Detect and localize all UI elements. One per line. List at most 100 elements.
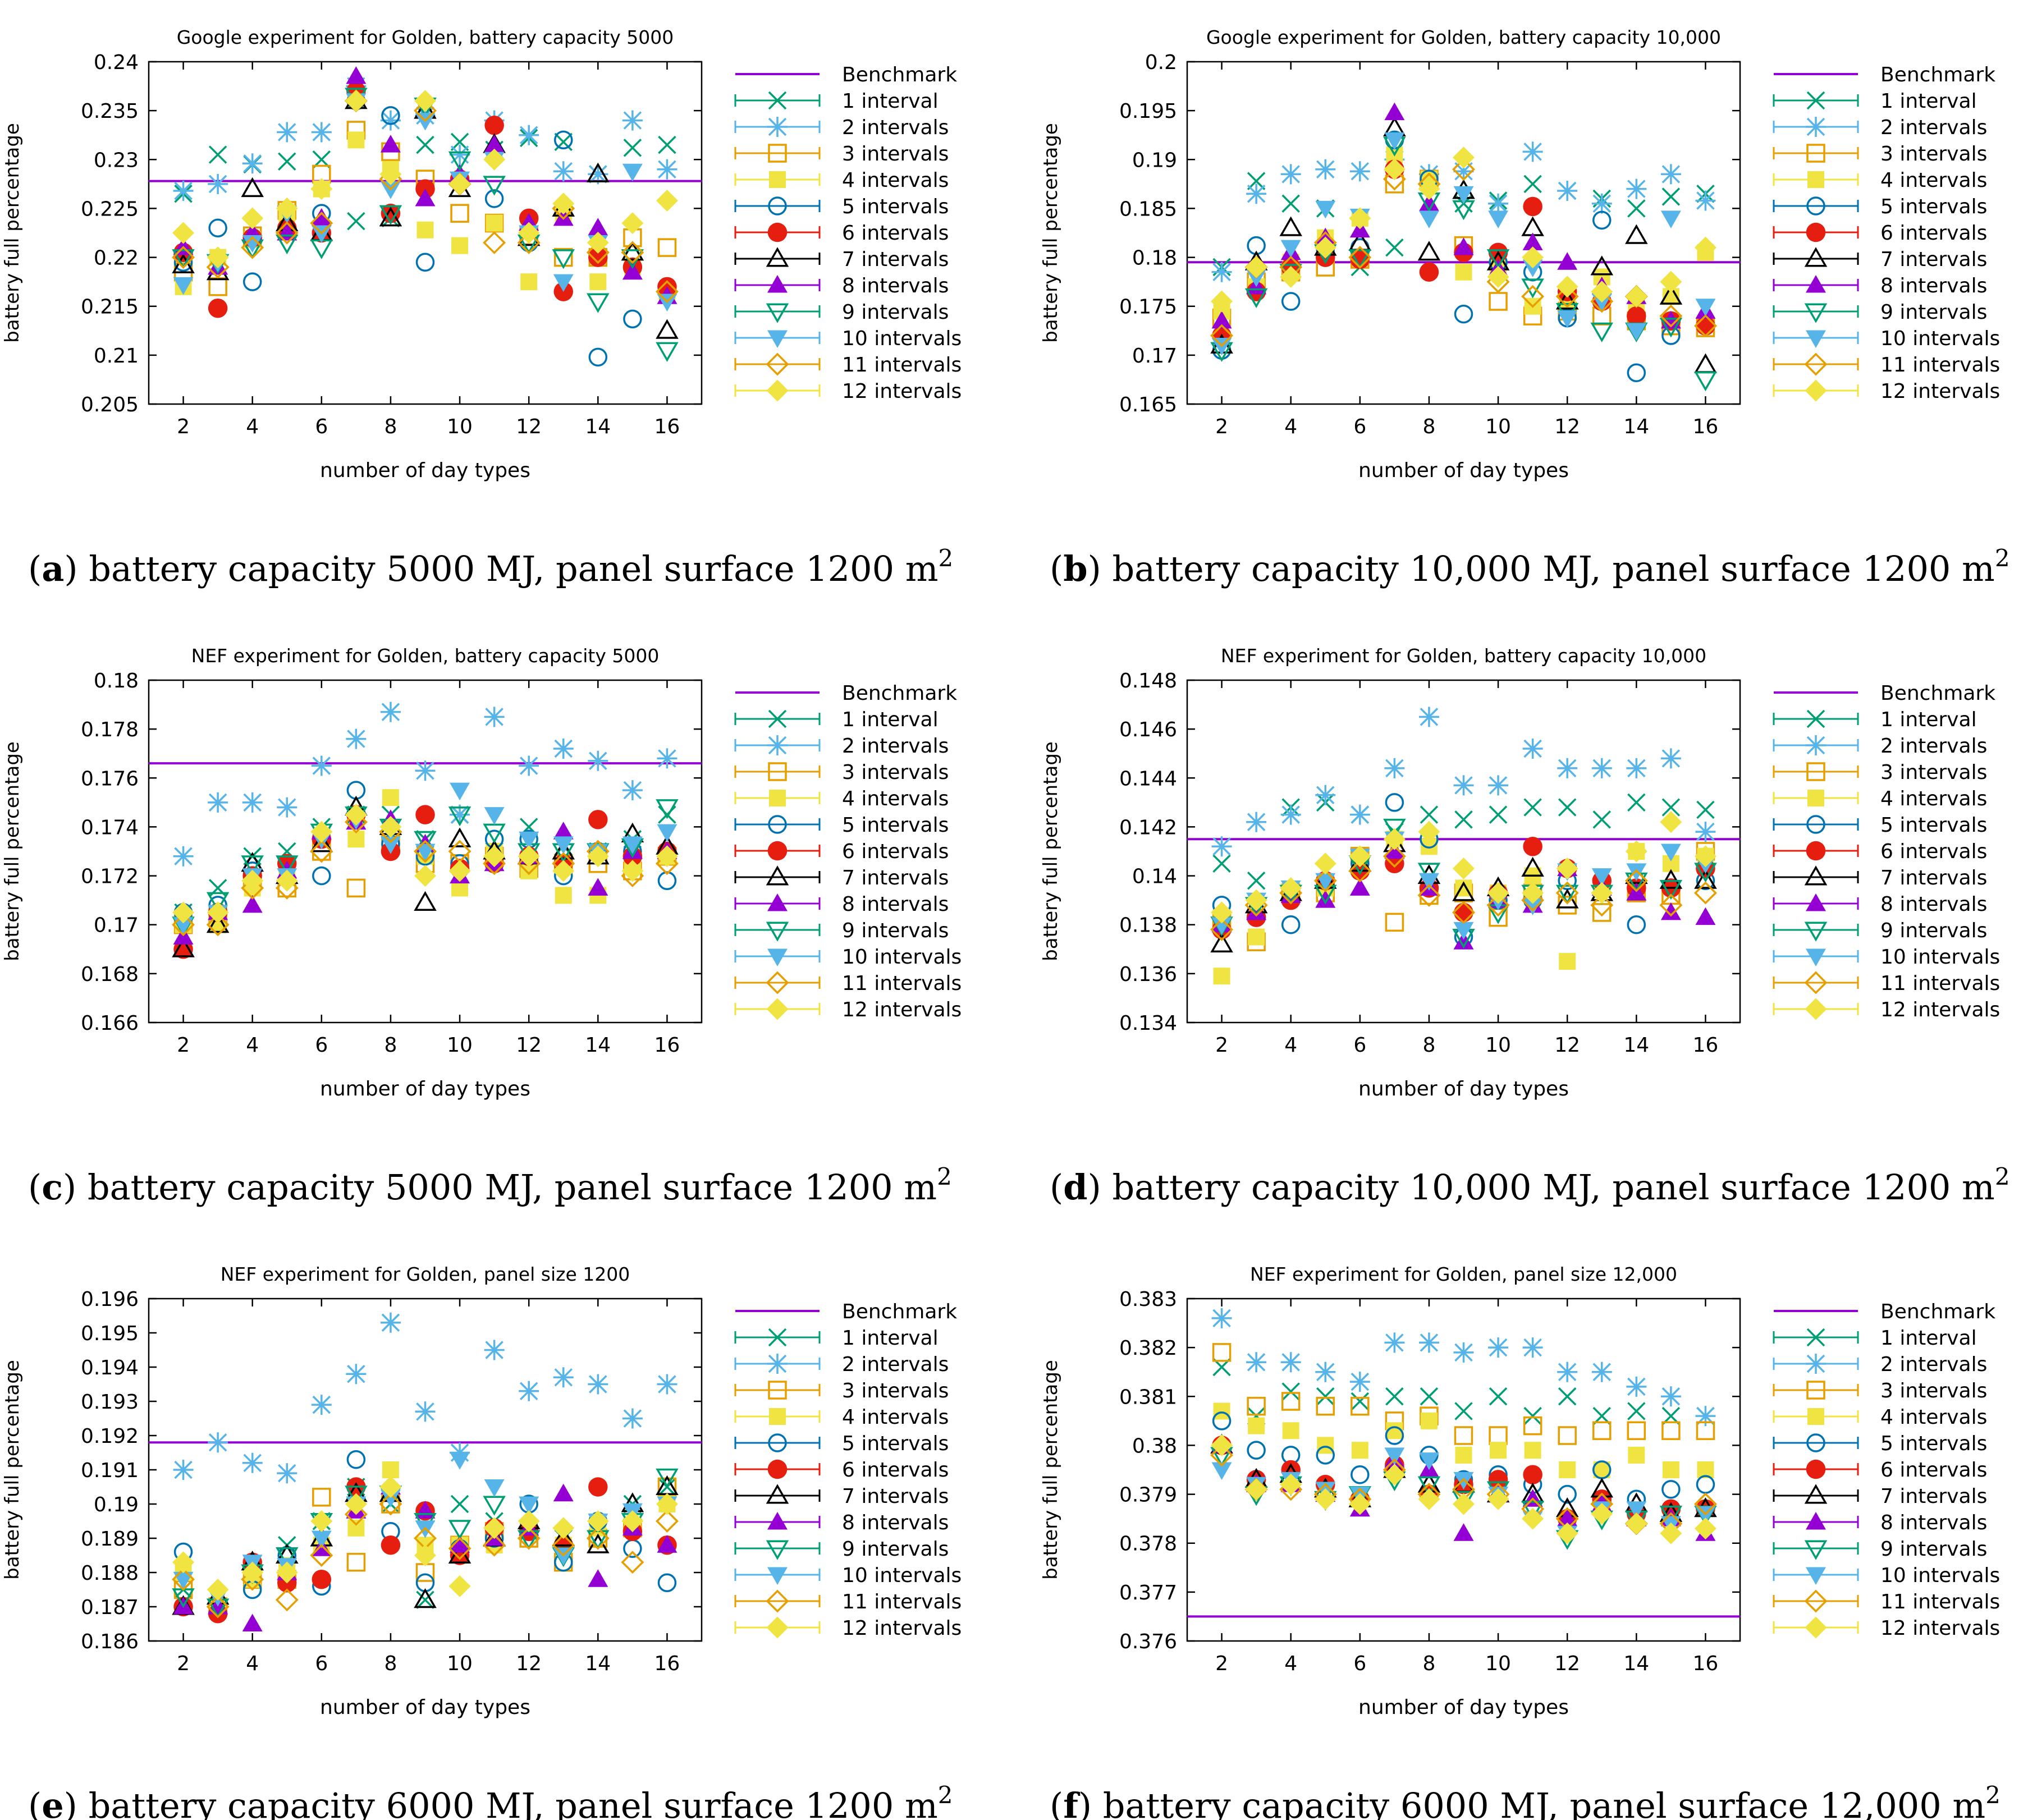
data-point bbox=[1660, 210, 1681, 228]
data-point bbox=[1315, 873, 1336, 891]
y-tick-label: 0.178 bbox=[81, 718, 139, 741]
series-12 bbox=[172, 1476, 678, 1601]
data-point bbox=[1349, 804, 1370, 825]
x-tick-label: 8 bbox=[1422, 1652, 1435, 1675]
data-point bbox=[415, 189, 436, 207]
data-point bbox=[414, 865, 436, 887]
data-point bbox=[1383, 828, 1406, 850]
legend-benchmark-label: Benchmark bbox=[1880, 682, 1995, 705]
legend-marker bbox=[767, 1459, 788, 1479]
data-point bbox=[1245, 889, 1267, 911]
data-point bbox=[1555, 290, 1579, 310]
data-point bbox=[173, 181, 194, 201]
y-tick-label: 0.18 bbox=[94, 670, 139, 693]
data-point bbox=[345, 804, 367, 826]
y-tick-label: 0.191 bbox=[81, 1459, 139, 1482]
legend-swatch-line bbox=[734, 253, 821, 265]
legend-label: 3 intervals bbox=[1880, 143, 1987, 166]
x-tick-label: 2 bbox=[177, 415, 190, 438]
legend-marker bbox=[1806, 1567, 1826, 1585]
legend-label: 12 intervals bbox=[1880, 380, 2000, 403]
data-point bbox=[450, 1452, 470, 1470]
data-point bbox=[310, 820, 333, 843]
legend-benchmark-label: Benchmark bbox=[842, 63, 957, 86]
chart-title: Google experiment for Golden, battery ca… bbox=[1206, 26, 1721, 48]
data-point bbox=[275, 1547, 299, 1567]
data-point bbox=[1524, 1442, 1541, 1459]
data-point bbox=[1489, 805, 1508, 824]
data-point bbox=[450, 1494, 469, 1514]
data-point bbox=[656, 845, 678, 868]
data-point bbox=[554, 130, 573, 150]
data-point bbox=[1695, 907, 1716, 925]
panel-letter: d bbox=[1063, 1167, 1087, 1208]
series-1 bbox=[1212, 1358, 1715, 1425]
data-point bbox=[344, 1502, 368, 1526]
data-point bbox=[1282, 1422, 1299, 1440]
data-point bbox=[589, 273, 607, 291]
data-point bbox=[1591, 281, 1613, 303]
y-tick-label: 0.138 bbox=[1119, 914, 1177, 937]
y-tick-label: 0.194 bbox=[81, 1356, 139, 1379]
legend-label: 5 intervals bbox=[1880, 814, 1987, 837]
caption-text: battery capacity 5000 MJ, panel surface … bbox=[89, 548, 938, 589]
legend-label: 9 intervals bbox=[1880, 1538, 1987, 1561]
legend-label: 12 intervals bbox=[842, 1617, 962, 1640]
data-point bbox=[1557, 1509, 1578, 1526]
data-point bbox=[1246, 812, 1267, 832]
y-tick-label: 0.377 bbox=[1119, 1581, 1177, 1604]
legend-label: 5 intervals bbox=[1880, 195, 1987, 218]
data-point bbox=[1453, 1493, 1475, 1515]
data-point bbox=[1522, 232, 1543, 250]
data-point bbox=[1418, 1488, 1440, 1510]
data-point bbox=[1349, 1493, 1371, 1515]
data-point bbox=[208, 173, 228, 194]
data-point bbox=[1281, 1392, 1301, 1411]
data-point bbox=[621, 1551, 644, 1574]
data-point bbox=[1523, 196, 1542, 217]
data-point bbox=[517, 1526, 541, 1550]
data-point bbox=[379, 163, 402, 185]
data-point bbox=[241, 207, 264, 230]
legend-label: 11 intervals bbox=[1880, 1590, 2000, 1613]
y-tick-label: 0.2 bbox=[1145, 51, 1177, 74]
data-point bbox=[1523, 798, 1542, 817]
legend-label: 5 intervals bbox=[842, 1432, 949, 1455]
data-point bbox=[1592, 1421, 1612, 1441]
legend-swatch-line bbox=[734, 871, 821, 883]
data-point bbox=[1280, 877, 1302, 899]
data-point bbox=[414, 99, 437, 122]
data-point bbox=[1314, 1488, 1336, 1510]
legend-swatch-line bbox=[1773, 200, 1859, 212]
legend-label: 2 intervals bbox=[842, 1353, 949, 1376]
data-point bbox=[1316, 1396, 1335, 1416]
data-point bbox=[278, 152, 296, 171]
data-point bbox=[621, 241, 644, 261]
legend-label: 11 intervals bbox=[842, 354, 962, 377]
data-point bbox=[1247, 1441, 1266, 1460]
data-point bbox=[622, 163, 643, 182]
data-point bbox=[1211, 917, 1232, 935]
legend-marker bbox=[767, 1512, 788, 1530]
data-point bbox=[1349, 845, 1371, 868]
data-point bbox=[1625, 840, 1647, 863]
legend-benchmark-label: Benchmark bbox=[1880, 63, 1995, 86]
data-point bbox=[586, 1526, 610, 1550]
data-point bbox=[519, 125, 539, 145]
data-point bbox=[173, 846, 194, 867]
legend-swatch-line bbox=[1773, 977, 1859, 989]
x-tick-label: 10 bbox=[447, 1652, 473, 1675]
data-point bbox=[1383, 167, 1406, 191]
data-point bbox=[206, 913, 230, 937]
data-point bbox=[553, 739, 574, 759]
panel-caption: (b) battery capacity 10,000 MJ, panel su… bbox=[1050, 544, 2010, 589]
data-point bbox=[414, 1588, 437, 1608]
y-tick-label: 0.172 bbox=[81, 865, 139, 888]
legend-marker bbox=[1806, 196, 1825, 216]
legend-marker bbox=[767, 1567, 788, 1585]
data-point bbox=[1694, 236, 1716, 259]
data-point bbox=[310, 832, 333, 852]
data-point bbox=[1696, 1475, 1715, 1494]
data-point bbox=[1558, 1484, 1577, 1504]
data-point bbox=[312, 1569, 332, 1589]
